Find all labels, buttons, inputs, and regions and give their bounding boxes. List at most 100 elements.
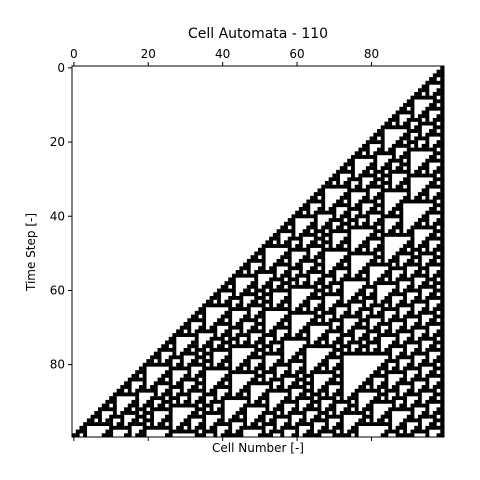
- cell: [373, 195, 378, 200]
- cell: [410, 117, 415, 122]
- cell: [138, 366, 143, 371]
- cell: [391, 396, 396, 401]
- cell: [332, 433, 337, 438]
- cell: [228, 366, 233, 371]
- cell: [153, 355, 158, 360]
- cell: [436, 91, 441, 96]
- cell: [369, 210, 374, 215]
- cell: [391, 340, 396, 345]
- cell: [332, 373, 337, 378]
- cell: [399, 325, 404, 330]
- cell: [440, 366, 445, 371]
- cell: [131, 392, 136, 397]
- cell: [365, 221, 370, 226]
- cell: [302, 303, 307, 308]
- cell: [343, 162, 348, 167]
- cell: [191, 318, 195, 323]
- cell: [157, 425, 162, 430]
- cell: [429, 129, 433, 133]
- cell: [377, 229, 381, 234]
- cell: [425, 270, 430, 274]
- cell: [217, 366, 221, 371]
- cell: [317, 399, 322, 404]
- cell: [369, 262, 374, 267]
- cell: [161, 403, 166, 408]
- cell: [414, 255, 419, 260]
- cell: [198, 381, 203, 386]
- cell: [380, 151, 385, 156]
- cell: [321, 292, 326, 297]
- cell: [168, 429, 173, 434]
- cell: [261, 262, 266, 267]
- cell: [284, 373, 288, 378]
- cell: [187, 388, 192, 393]
- cell: [347, 158, 352, 163]
- cell: [391, 429, 396, 434]
- cell: [432, 232, 437, 237]
- cell: [302, 310, 307, 315]
- cell: [358, 321, 363, 326]
- cell: [213, 329, 218, 334]
- cell: [373, 255, 378, 260]
- cell: [388, 347, 393, 352]
- cell: [328, 381, 333, 386]
- cell: [202, 321, 207, 326]
- cell: [217, 296, 221, 300]
- cell: [436, 218, 441, 222]
- cell: [209, 366, 214, 371]
- cell: [358, 206, 363, 211]
- cell: [258, 396, 262, 401]
- cell: [440, 173, 445, 178]
- cell: [388, 173, 393, 178]
- cell: [287, 270, 292, 274]
- cell: [380, 129, 385, 133]
- cell: [417, 91, 422, 96]
- cell: [209, 325, 214, 330]
- cell: [436, 80, 441, 85]
- cell: [429, 173, 433, 178]
- cell: [432, 370, 437, 375]
- cell: [332, 277, 337, 282]
- cell: [358, 184, 363, 189]
- cell: [287, 266, 292, 271]
- cell: [254, 325, 259, 330]
- cell: [280, 381, 285, 386]
- cell: [395, 362, 400, 367]
- cell: [313, 340, 318, 345]
- cell: [436, 366, 441, 371]
- cell: [261, 284, 266, 289]
- cell: [205, 359, 210, 363]
- cell: [410, 314, 415, 319]
- cell: [246, 288, 251, 293]
- cell: [380, 136, 385, 141]
- cell: [365, 336, 370, 341]
- cell: [209, 425, 214, 430]
- cell: [324, 370, 329, 375]
- cell: [406, 262, 411, 267]
- cell: [429, 232, 433, 237]
- cell: [414, 429, 419, 434]
- cell: [213, 325, 218, 330]
- cell: [406, 184, 411, 189]
- cell: [109, 396, 114, 401]
- cell: [272, 373, 277, 378]
- cell: [432, 399, 437, 404]
- cell: [425, 106, 430, 111]
- cell: [298, 336, 303, 341]
- cell: [254, 292, 259, 297]
- cell: [384, 370, 389, 375]
- cell: [399, 299, 404, 304]
- cell: [183, 333, 188, 337]
- cell: [417, 414, 422, 419]
- cell: [403, 314, 407, 319]
- cell: [373, 236, 378, 241]
- cell: [258, 362, 262, 367]
- cell: [317, 281, 322, 286]
- cell: [362, 173, 367, 178]
- cell: [272, 370, 277, 375]
- cell: [358, 203, 363, 208]
- cell: [246, 270, 251, 274]
- cell: [421, 310, 426, 315]
- cell: [421, 84, 426, 89]
- cell: [440, 125, 445, 130]
